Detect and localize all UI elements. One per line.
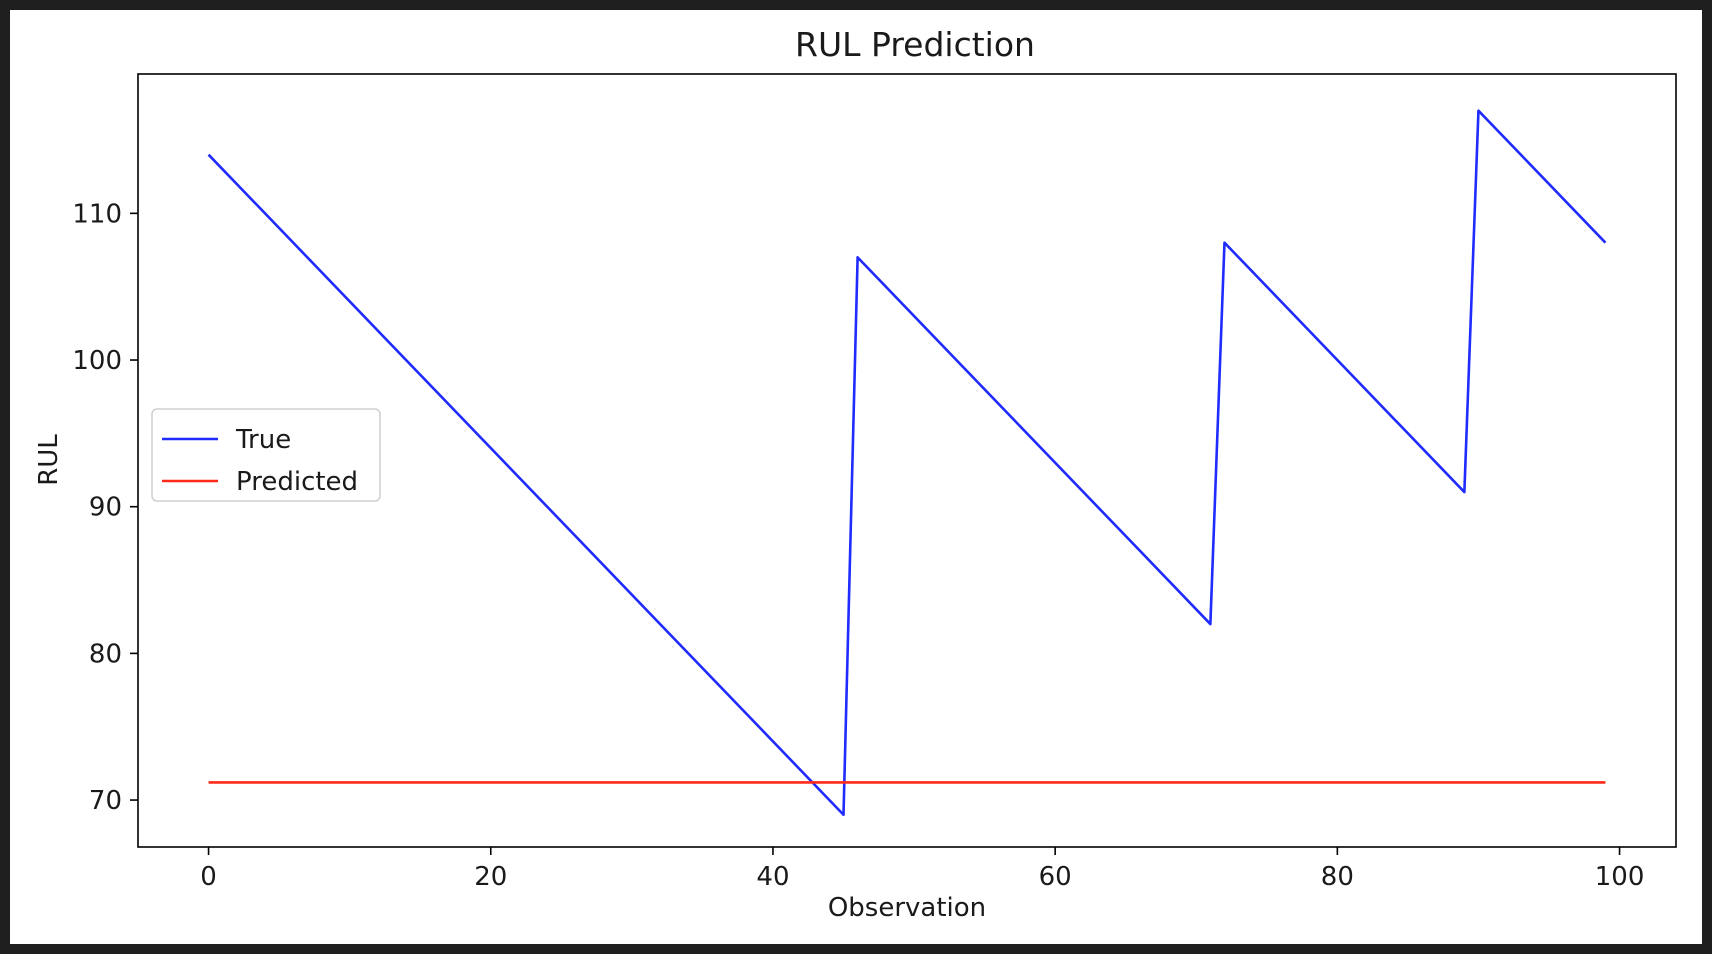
y-axis-ticks: 70 80 90 100 110 — [72, 199, 138, 816]
rul-line-chart: RUL Prediction 0 20 40 60 80 100 70 80 90 100 110… — [10, 10, 1702, 944]
figure-frame: RUL Prediction 0 20 40 60 80 100 70 80 90 100 110… — [10, 10, 1702, 944]
legend-box — [151, 408, 381, 502]
legend-items: True Predicted — [162, 425, 358, 497]
legend-label-predicted: Predicted — [236, 467, 358, 497]
legend: True Predicted — [151, 408, 381, 502]
x-tick-label: 80 — [1321, 862, 1354, 892]
y-axis-label: RUL — [34, 434, 64, 486]
series-line-true — [207, 109, 1607, 817]
x-axis-label: Observation — [828, 893, 986, 923]
plot-area: 0 20 40 60 80 100 70 80 90 100 110 — [72, 73, 1677, 892]
x-axis-ticks: 0 20 40 60 80 100 — [200, 847, 1644, 892]
y-tick-label: 100 — [72, 346, 122, 376]
y-tick-label: 90 — [89, 493, 122, 523]
x-tick-label: 60 — [1039, 862, 1072, 892]
x-tick-label: 100 — [1595, 862, 1645, 892]
x-tick-label: 40 — [756, 862, 789, 892]
y-tick-label: 110 — [72, 199, 122, 229]
x-tick-label: 0 — [200, 862, 217, 892]
legend-label-true: True — [235, 425, 291, 455]
y-tick-label: 80 — [89, 639, 122, 669]
axes-frame — [137, 73, 1677, 848]
x-tick-label: 20 — [474, 862, 507, 892]
y-tick-label: 70 — [89, 786, 122, 816]
series-layer — [207, 109, 1607, 817]
chart-title: RUL Prediction — [795, 25, 1035, 64]
